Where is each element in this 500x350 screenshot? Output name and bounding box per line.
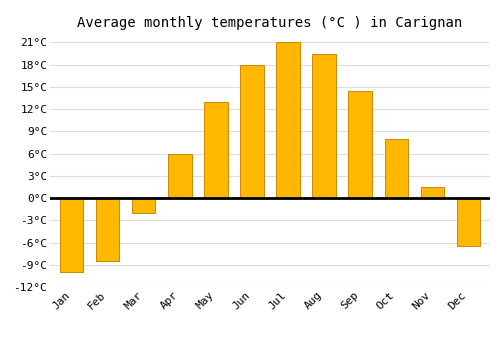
Bar [96,198,120,261]
Bar [276,42,300,198]
Title: Average monthly temperatures (°C ) in Carignan: Average monthly temperatures (°C ) in Ca… [78,16,462,30]
Bar [420,187,444,198]
Bar [240,65,264,198]
Bar [132,198,156,213]
Bar [312,54,336,198]
Bar [60,198,84,272]
Bar [456,198,480,246]
Bar [204,102,228,198]
Bar [168,154,192,198]
Bar [384,139,408,198]
Bar [348,91,372,198]
